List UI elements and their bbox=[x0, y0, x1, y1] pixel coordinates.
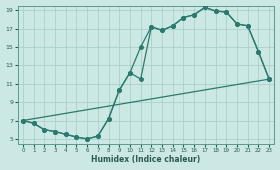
X-axis label: Humidex (Indice chaleur): Humidex (Indice chaleur) bbox=[91, 155, 201, 164]
